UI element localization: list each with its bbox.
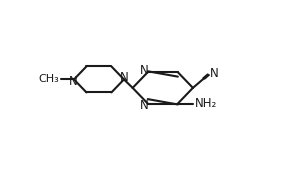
Text: CH₃: CH₃ (39, 74, 59, 84)
Text: N: N (210, 67, 219, 80)
Text: N: N (140, 64, 149, 77)
Text: N: N (120, 71, 129, 84)
Text: NH₂: NH₂ (195, 97, 217, 110)
Text: N: N (69, 75, 78, 88)
Text: N: N (140, 99, 149, 112)
